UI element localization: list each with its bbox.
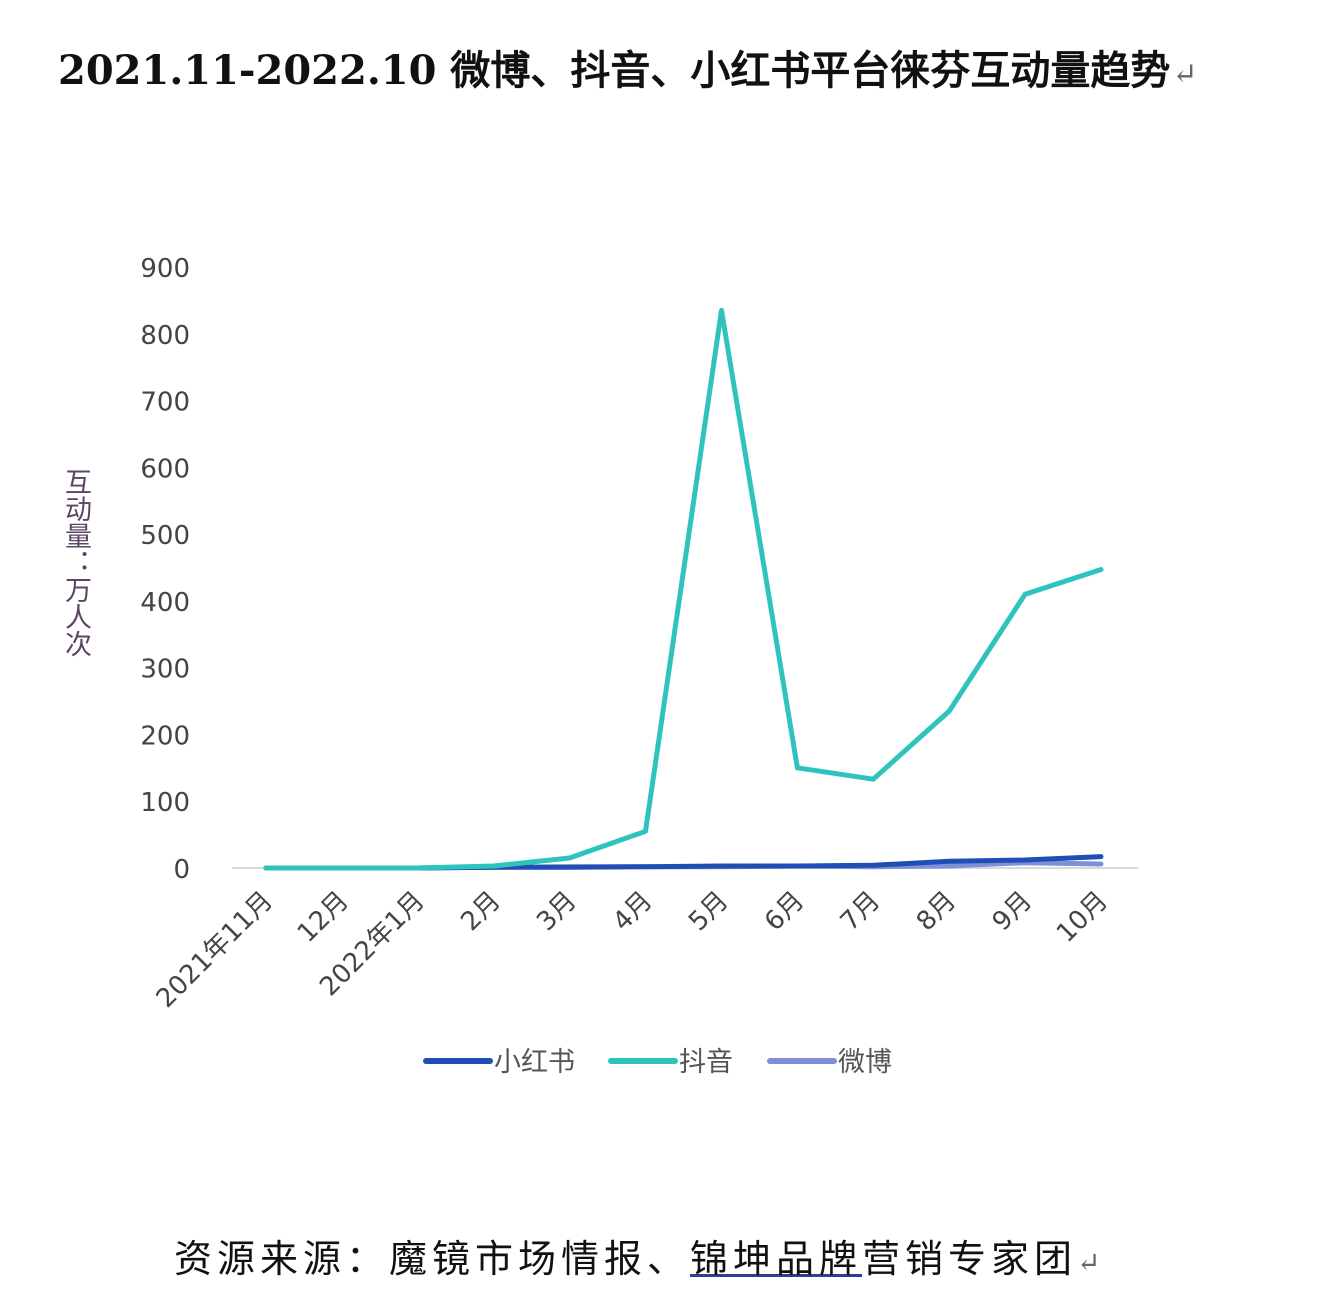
y-tick-label: 900 <box>140 254 190 284</box>
paragraph-mark-icon: ↵ <box>1077 1246 1101 1279</box>
source-note: 资源来源：魔镜市场情报、锦坤品牌营销专家团↵ <box>174 1237 1101 1281</box>
paragraph-mark-icon: ↵ <box>1172 57 1198 92</box>
y-tick-label: 300 <box>140 655 190 685</box>
y-tick-label: 800 <box>140 321 190 351</box>
y-axis-ticks: 0 100 200 300 400 500 600 700 800 900 <box>140 254 190 885</box>
x-tick-label: 2021年11月 <box>151 886 279 1014</box>
series-lines <box>263 307 1104 871</box>
line-chart: 0 100 200 300 400 500 600 700 800 900 2021年11月 12月… <box>140 254 1138 1078</box>
x-tick-label: 6月 <box>759 886 810 937</box>
y-tick-label: 700 <box>140 388 190 418</box>
y-tick-label: 600 <box>140 454 190 484</box>
y-tick-label: 100 <box>140 788 190 818</box>
x-tick-label: 4月 <box>607 886 658 937</box>
x-tick-label: 10月 <box>1051 886 1114 949</box>
y-tick-label: 0 <box>173 855 190 885</box>
x-tick-label: 3月 <box>531 886 582 937</box>
x-tick-label: 9月 <box>987 886 1038 937</box>
x-tick-label: 8月 <box>911 886 962 937</box>
y-axis-label: 互动量：万人次 <box>60 468 91 657</box>
y-tick-label: 200 <box>140 721 190 751</box>
y-tick-label: 500 <box>140 521 190 551</box>
source-underlined-text: 锦坤品牌 <box>690 1237 863 1281</box>
page-title: 2021.11-2022.10 微博、抖音、小红书平台徕芬互动量趋势↵ <box>58 47 1198 94</box>
x-tick-label: 5月 <box>683 886 734 937</box>
legend-label: 抖音 <box>679 1047 733 1078</box>
legend-label: 小红书 <box>494 1047 575 1078</box>
legend: 小红书 抖音 微博 <box>423 1047 892 1078</box>
y-tick-label: 400 <box>140 588 190 618</box>
legend-label: 微博 <box>838 1047 892 1078</box>
x-tick-label: 2月 <box>455 886 506 937</box>
x-tick-label: 12月 <box>292 886 355 949</box>
series-line-抖音 <box>263 307 1104 871</box>
x-tick-label: 7月 <box>835 886 886 937</box>
